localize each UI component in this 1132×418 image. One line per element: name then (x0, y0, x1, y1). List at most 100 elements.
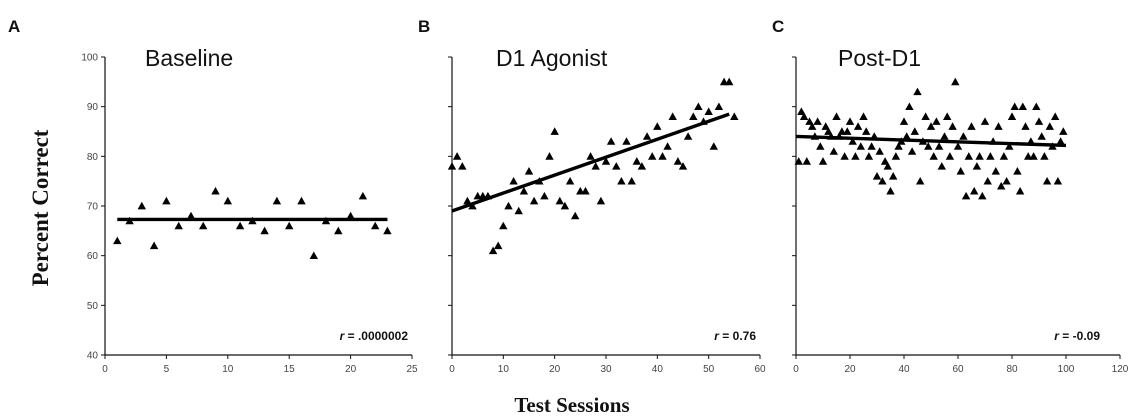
data-point (560, 201, 570, 210)
data-point (948, 122, 957, 130)
data-point (799, 112, 809, 120)
data-point (878, 177, 887, 185)
data-point (514, 206, 523, 215)
x-tick-label: 50 (703, 364, 715, 375)
data-point (606, 137, 616, 145)
y-tick-label: 70 (87, 202, 99, 213)
panel-a: A Baseline 40 50 60 70 80 90 100 0 5 10 15 20 25 r = … (8, 17, 418, 375)
data-point (837, 127, 847, 135)
data-point (978, 191, 987, 200)
data-point (1005, 142, 1014, 150)
data-point (509, 177, 518, 185)
data-point (725, 77, 734, 86)
data-point (612, 162, 621, 170)
data-point (940, 132, 949, 140)
x-tick-label: 15 (284, 364, 296, 375)
data-point (494, 241, 503, 250)
data-point (1051, 112, 1060, 120)
x-tick-label: 20 (844, 364, 856, 375)
data-point (964, 152, 973, 160)
x-tick-label: 0 (102, 364, 108, 375)
correlation-value: = -0.09 (1059, 329, 1100, 343)
data-point (891, 152, 901, 160)
data-point (260, 226, 269, 235)
data-point (967, 122, 976, 130)
data-point (875, 147, 884, 155)
data-point (883, 162, 892, 170)
data-point (845, 117, 855, 125)
data-point (913, 87, 922, 96)
data-point (174, 221, 183, 230)
data-point (309, 251, 318, 259)
y-tick-label: 60 (87, 251, 99, 262)
x-tick-label: 60 (952, 364, 964, 375)
data-point (929, 152, 938, 160)
data-point (934, 142, 944, 150)
data-point (540, 191, 549, 200)
data-point (272, 196, 282, 205)
data-point (943, 112, 952, 120)
y-tick-label: 80 (87, 152, 99, 163)
x-tick-label: 30 (600, 364, 612, 375)
data-point (1053, 177, 1063, 185)
data-point (983, 177, 992, 185)
data-point (851, 152, 860, 160)
correlation-value: = 0.76 (719, 329, 756, 343)
x-tick-label: 120 (1112, 364, 1129, 375)
data-point (586, 152, 595, 160)
data-point (824, 127, 833, 135)
data-point (862, 127, 871, 135)
data-point (945, 152, 955, 160)
panel-b: B D1 Agonist 0 10 20 30 40 50 60 r = 0.76 (418, 17, 766, 375)
data-point (843, 127, 852, 135)
panel-title: D1 Agonist (496, 45, 608, 71)
data-point (565, 177, 575, 185)
data-point (864, 152, 874, 160)
data-point (1056, 137, 1065, 145)
data-point (832, 112, 841, 120)
data-point (813, 117, 822, 125)
data-point (794, 157, 803, 165)
data-point (910, 127, 919, 135)
correlation-label: r = 0.76 (714, 329, 756, 343)
data-point (1032, 102, 1041, 110)
data-point (975, 152, 984, 160)
data-point (555, 196, 564, 205)
data-point (797, 107, 806, 115)
data-point (1059, 127, 1068, 135)
data-point (805, 117, 814, 125)
data-point (991, 167, 1000, 175)
data-point (916, 177, 925, 185)
panel-letter: B (418, 17, 430, 36)
data-point (902, 132, 911, 140)
x-tick-label: 40 (898, 364, 910, 375)
data-point (622, 137, 631, 145)
data-point (1024, 152, 1033, 160)
data-point (463, 196, 472, 205)
data-point (637, 162, 647, 170)
data-point (932, 117, 941, 125)
data-point (808, 122, 817, 130)
data-point (235, 221, 245, 230)
data-point (905, 102, 914, 110)
data-point (601, 157, 611, 165)
data-point (959, 132, 968, 140)
data-point (951, 77, 960, 86)
data-point (346, 211, 355, 220)
data-point (550, 127, 559, 135)
data-point (986, 152, 995, 160)
data-point (137, 201, 146, 210)
data-point (617, 177, 626, 185)
data-point (689, 112, 698, 120)
panel-title: Post-D1 (838, 45, 921, 71)
data-point (297, 196, 306, 205)
x-tick-label: 60 (754, 364, 766, 375)
data-point (504, 201, 513, 210)
data-point (999, 152, 1009, 160)
data-point (488, 246, 498, 255)
data-point (970, 186, 979, 195)
x-tick-label: 0 (449, 364, 455, 375)
x-tick-label: 5 (164, 364, 170, 375)
x-axis-title: Test Sessions (514, 393, 629, 417)
